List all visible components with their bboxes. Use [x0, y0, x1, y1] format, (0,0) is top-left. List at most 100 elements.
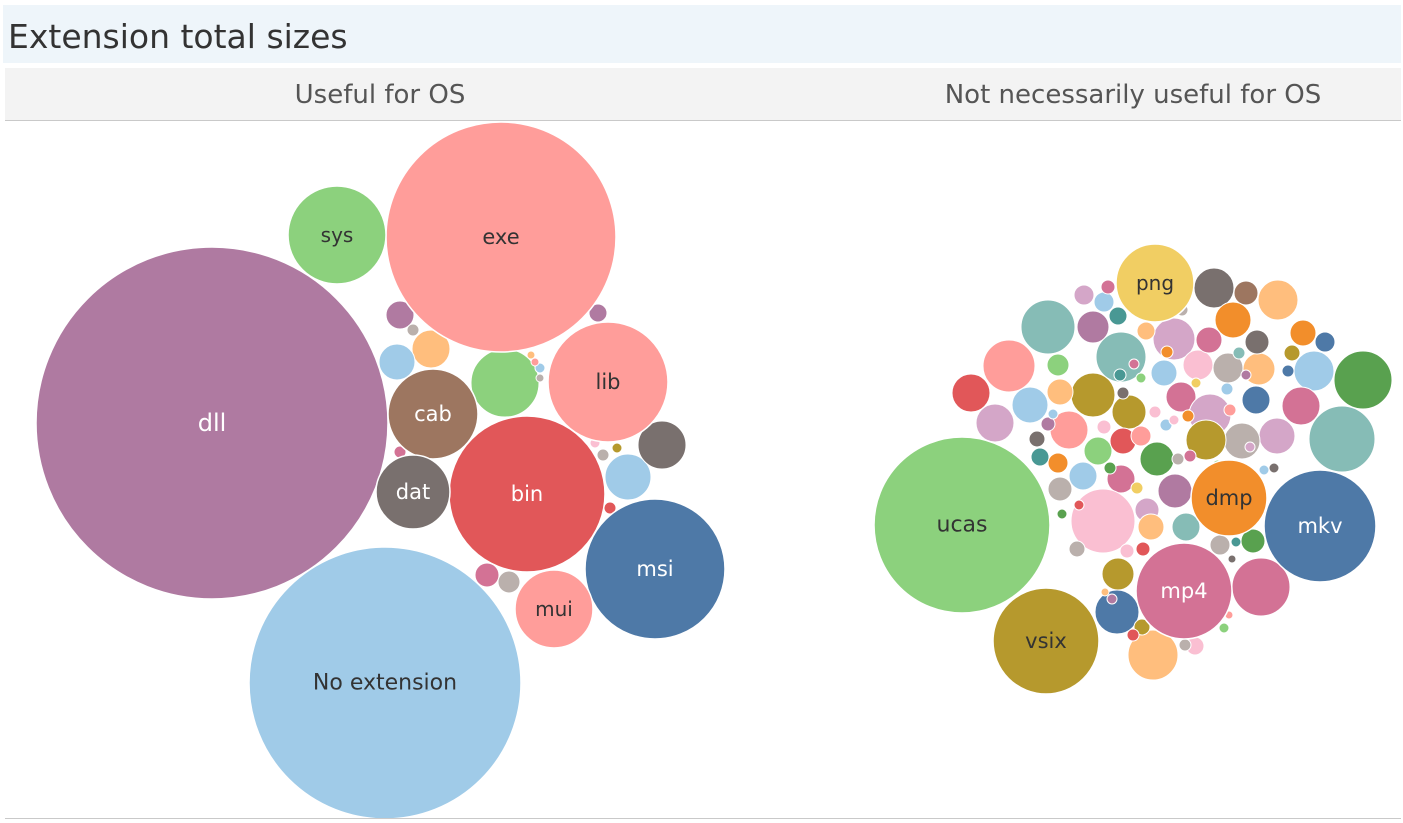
bubble-small-93[interactable]: [1281, 364, 1295, 378]
bubble-small-103[interactable]: [1130, 481, 1144, 495]
bubble-small-100[interactable]: [1128, 358, 1140, 370]
bubble-small-46[interactable]: [1244, 329, 1270, 355]
bubble-small-6[interactable]: [588, 303, 608, 323]
bubble-small-18[interactable]: [530, 357, 540, 367]
bubble-small-89[interactable]: [1244, 441, 1256, 453]
bubble-small-65[interactable]: [1068, 461, 1098, 491]
bubble-mui[interactable]: [514, 569, 594, 649]
bubble-small-87[interactable]: [1119, 543, 1135, 559]
bubble-small-22[interactable]: [951, 373, 991, 413]
bubble-small-17[interactable]: [535, 373, 545, 383]
bubble-small-86[interactable]: [1068, 540, 1086, 558]
bubble-small-72[interactable]: [1028, 430, 1046, 448]
bubble-small-121[interactable]: [1100, 587, 1110, 597]
bubble-vsix[interactable]: [992, 587, 1100, 695]
bubble-small-56[interactable]: [1070, 372, 1116, 418]
bubble-small-109[interactable]: [1220, 382, 1234, 396]
bubble-small-26[interactable]: [1233, 280, 1259, 306]
bubble-small-69[interactable]: [1070, 488, 1136, 554]
bubble-small-74[interactable]: [1171, 512, 1201, 542]
bubble-cab[interactable]: [387, 368, 479, 460]
bubble-small-102[interactable]: [1103, 461, 1117, 475]
bubble-small-37[interactable]: [1289, 319, 1317, 347]
bubble-small-117[interactable]: [1227, 554, 1237, 564]
column-header-not-useful[interactable]: Not necessarily useful for OS: [944, 80, 1322, 110]
bubble-small-1[interactable]: [604, 453, 652, 501]
bubble-small-60[interactable]: [1083, 436, 1113, 466]
bubble-small-75[interactable]: [1137, 513, 1165, 541]
bubble-mkv[interactable]: [1263, 469, 1377, 583]
bubble-msi[interactable]: [584, 498, 726, 640]
bubble-small-13[interactable]: [596, 448, 610, 462]
bubble-dat[interactable]: [375, 454, 451, 530]
bubble-small-73[interactable]: [1040, 416, 1056, 432]
bubble-ucas[interactable]: [873, 436, 1051, 614]
bubble-small-107[interactable]: [1240, 369, 1252, 381]
bubble-small-34[interactable]: [1100, 279, 1116, 295]
bubble-small-81[interactable]: [1127, 629, 1179, 681]
bubble-small-5[interactable]: [385, 300, 415, 330]
bubble-small-2[interactable]: [637, 420, 687, 470]
bubble-small-113[interactable]: [1047, 408, 1059, 420]
bubble-small-21[interactable]: [982, 339, 1036, 393]
bubble-small-7[interactable]: [474, 562, 500, 588]
bubble-small-28[interactable]: [1214, 301, 1252, 339]
bubble-small-108[interactable]: [1223, 403, 1237, 417]
bubble-small-14[interactable]: [611, 442, 623, 454]
bubble-small-90[interactable]: [1258, 464, 1270, 476]
bubble-small-63[interactable]: [1130, 425, 1152, 447]
bubble-small-97[interactable]: [1113, 368, 1127, 382]
bubble-small-106[interactable]: [1232, 346, 1246, 360]
bubble-small-115[interactable]: [1073, 499, 1085, 511]
bubble-small-55[interactable]: [1111, 394, 1147, 430]
bubble-small-101[interactable]: [1096, 419, 1112, 435]
bubble-small-8[interactable]: [497, 570, 521, 594]
bubble-small-11[interactable]: [526, 350, 536, 360]
bubble-no-extension[interactable]: [248, 546, 522, 820]
bubble-small-67[interactable]: [1157, 473, 1193, 509]
bubble-small-96[interactable]: [1116, 386, 1130, 400]
bubble-small-23[interactable]: [975, 403, 1015, 443]
bubble-small-3[interactable]: [411, 329, 451, 369]
bubble-small-42[interactable]: [1281, 386, 1321, 426]
bubble-small-33[interactable]: [1108, 306, 1128, 326]
bubble-small-43[interactable]: [1258, 417, 1296, 455]
bubble-small-38[interactable]: [1314, 331, 1336, 353]
bubble-small-70[interactable]: [1047, 452, 1069, 474]
bubble-dmp[interactable]: [1190, 459, 1268, 537]
bubble-small-80[interactable]: [1101, 557, 1135, 591]
bubble-small-35[interactable]: [1136, 321, 1156, 341]
bubble-small-49[interactable]: [1195, 326, 1223, 354]
bubble-small-92[interactable]: [1283, 344, 1301, 362]
bubble-lib[interactable]: [547, 321, 669, 443]
bubble-small-58[interactable]: [1046, 378, 1074, 406]
bubble-small-98[interactable]: [1135, 372, 1147, 384]
bubble-small-0[interactable]: [470, 348, 540, 418]
bubble-small-27[interactable]: [1257, 279, 1299, 321]
bubble-small-19[interactable]: [1020, 299, 1076, 355]
bubble-small-53[interactable]: [1185, 419, 1227, 461]
bubble-small-48[interactable]: [1182, 349, 1214, 381]
bubble-small-32[interactable]: [1093, 291, 1115, 313]
bubble-small-118[interactable]: [1218, 622, 1230, 634]
bubble-small-105[interactable]: [1183, 449, 1197, 463]
bubble-small-62[interactable]: [1139, 441, 1175, 477]
bubble-small-83[interactable]: [1126, 628, 1140, 642]
bubble-small-85[interactable]: [1178, 638, 1192, 652]
bubble-small-39[interactable]: [1293, 350, 1335, 392]
bubble-small-111[interactable]: [1181, 409, 1195, 423]
column-header-useful[interactable]: Useful for OS: [294, 80, 466, 110]
bubble-small-114[interactable]: [1056, 508, 1068, 520]
bubble-small-99[interactable]: [1160, 345, 1174, 359]
bubble-mp4[interactable]: [1135, 542, 1233, 640]
bubble-small-110[interactable]: [1190, 377, 1202, 389]
bubble-small-71[interactable]: [1030, 447, 1050, 467]
bubble-small-31[interactable]: [1073, 284, 1095, 306]
bubble-small-20[interactable]: [1095, 331, 1147, 383]
bubble-small-9[interactable]: [406, 323, 420, 337]
bubble-small-50[interactable]: [1165, 381, 1197, 413]
bubble-small-41[interactable]: [1308, 405, 1376, 473]
bubble-small-30[interactable]: [1076, 310, 1110, 344]
bubble-small-45[interactable]: [1242, 352, 1276, 386]
bubble-small-52[interactable]: [1223, 422, 1261, 460]
